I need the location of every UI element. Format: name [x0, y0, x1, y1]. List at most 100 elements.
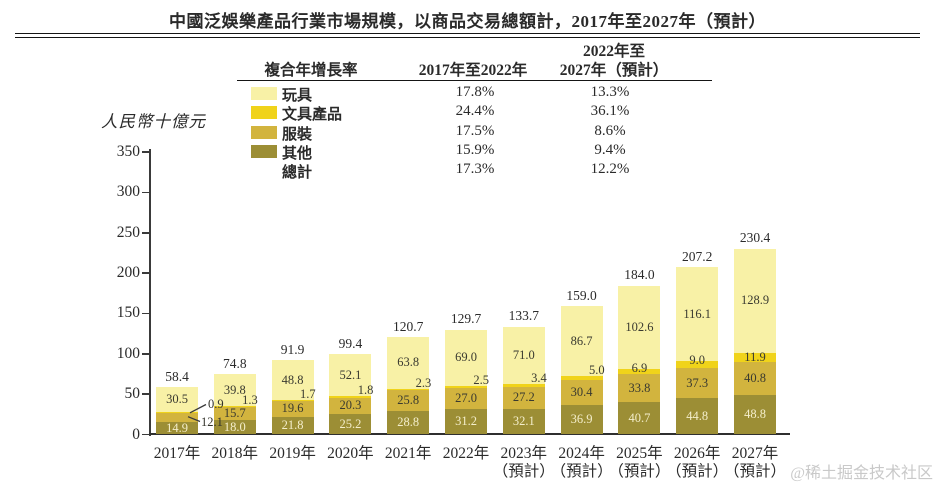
segment-文具產品-2022年: [445, 385, 487, 388]
y-tick-label-100: 100: [116, 344, 140, 362]
y-tick-mark-200: [142, 272, 150, 274]
total-label-2026年: 207.2: [682, 248, 713, 264]
segment-玩具-2026年: [676, 267, 719, 361]
legend-label-玩具: 玩具: [282, 88, 313, 104]
segment-其他-2026年: [676, 398, 719, 435]
total-label-2024年: 159.0: [566, 287, 597, 303]
value-服裝-2023年: 27.2: [512, 390, 535, 405]
segment-其他-2024年: [560, 404, 603, 435]
y-tick-label-0: 0: [132, 425, 140, 443]
segment-服裝-2025年: [618, 374, 661, 402]
value-其他-2026年: 44.8: [686, 408, 709, 423]
value-服裝-2022年: 27.0: [455, 390, 477, 405]
segment-玩具-2021年: [387, 337, 430, 389]
y-tick-label-50: 50: [124, 385, 141, 403]
y-tick-mark-350: [142, 151, 150, 153]
total-label-2020年: 99.4: [338, 335, 363, 351]
value-文具產品-2026年: 9.0: [689, 352, 705, 367]
segment-文具產品-2020年: [329, 396, 372, 398]
x-category-label-2026年: 2026年: [673, 445, 721, 462]
value-服裝-2025年: 33.8: [628, 380, 651, 395]
segment-其他-2018年: [213, 419, 256, 435]
segment-文具產品-2018年: [213, 406, 256, 408]
cagr-2022-2027-其他: 9.4%: [594, 141, 626, 158]
value-玩具-2019年: 48.8: [281, 372, 304, 387]
value-服裝-2024年: 30.4: [570, 384, 593, 399]
x-category-label-2020年: 2020年: [327, 445, 374, 462]
x-category-label-2025年: 2025年: [616, 445, 663, 462]
cagr-2017-2022-服裝: 17.5%: [455, 122, 495, 139]
value-服裝-2027年: 40.8: [744, 371, 766, 386]
y-tick-label-350: 350: [116, 143, 140, 160]
total-label-2027年: 230.4: [739, 230, 771, 246]
cagr-2022-2027-文具產品: 36.1%: [590, 103, 630, 120]
segment-服裝-2017年: [156, 412, 198, 423]
x-forecast-label-2024年: （預計）: [550, 463, 613, 480]
cagr-header-period2-line1: 2022年至: [582, 43, 645, 60]
segment-玩具-2027年: [734, 248, 776, 353]
segment-其他-2023年: [502, 408, 545, 435]
segment-文具產品-2023年: [502, 383, 545, 387]
total-label-2018年: 74.8: [222, 355, 247, 371]
x-category-label-2018年: 2018年: [211, 445, 259, 462]
cagr-header-period1: 2017年至2022年: [418, 62, 528, 79]
value-玩具-2024年: 86.7: [570, 333, 593, 348]
y-tick-label-250: 250: [116, 223, 140, 241]
total-label-2022年: 129.7: [450, 311, 482, 327]
segment-其他-2021年: [387, 411, 430, 435]
value-其他-2021年: 28.8: [397, 415, 420, 430]
total-label-2017年: 58.4: [165, 368, 189, 384]
value-服裝-2019年: 19.6: [281, 401, 304, 416]
segment-其他-2017年: [156, 422, 198, 435]
segment-其他-2020年: [329, 414, 372, 435]
value-其他-2017年: 14.9: [166, 420, 188, 435]
value-其他-2022年: 31.2: [455, 414, 477, 429]
y-axis-unit-label: 人民幣十億元: [101, 112, 206, 131]
value-文具產品-2025年: 6.9: [631, 360, 648, 375]
segment-文具產品-2027年: [734, 352, 776, 363]
value-文具產品-2027年: 11.9: [744, 349, 766, 364]
y-tick-mark-150: [142, 312, 150, 315]
value-玩具-2023年: 71.0: [512, 347, 535, 362]
segment-文具產品-2024年: [560, 376, 603, 381]
value-玩具-2027年: 128.9: [740, 293, 770, 308]
value-其他-2024年: 36.9: [570, 412, 593, 427]
cagr-header-period2-line2: 2027年（預計）: [559, 62, 669, 79]
cagr-2022-2027-總計: 12.2%: [590, 161, 630, 178]
segment-文具產品-2019年: [271, 399, 314, 402]
x-category-label-2024年: 2024年: [558, 445, 605, 462]
legend-label-文具產品: 文具產品: [282, 107, 343, 124]
value-其他-2020年: 25.2: [339, 416, 362, 431]
y-tick-label-150: 150: [116, 304, 140, 322]
value-玩具-2017年: 30.5: [166, 392, 188, 407]
value-文具產品-2022年: 2.5: [473, 372, 489, 387]
title-divider: [15, 33, 920, 38]
segment-服裝-2024年: [560, 380, 603, 405]
x-category-label-2023年: 2023年: [500, 445, 548, 462]
value-其他-2023年: 32.1: [512, 414, 535, 429]
segment-玩具-2023年: [502, 326, 545, 384]
value-文具產品-2020年: 1.8: [357, 383, 374, 398]
segment-其他-2025年: [618, 401, 661, 435]
annotation-服裝-2017年: 12.1: [201, 414, 223, 429]
y-tick-mark-250: [142, 231, 150, 234]
value-玩具-2025年: 102.6: [625, 319, 654, 334]
annotation-文具產品-2017年: 0.9: [208, 396, 224, 411]
x-category-label-2021年: 2021年: [384, 445, 432, 462]
chart-title: 中國泛娛樂產品行業市場規模，以商品交易總額計，2017年至2027年（預計）: [169, 12, 766, 31]
value-服裝-2026年: 37.3: [686, 375, 709, 390]
cagr-2022-2027-玩具: 13.3%: [590, 84, 630, 100]
total-label-2025年: 184.0: [624, 267, 655, 283]
cagr-header-label: 複合年增長率: [264, 62, 358, 79]
cagr-2017-2022-其他: 15.9%: [455, 141, 495, 158]
segment-文具產品-2025年: [618, 368, 661, 375]
x-forecast-label-2025年: （預計）: [608, 463, 671, 480]
value-服裝-2021年: 25.8: [397, 393, 420, 408]
x-category-label-2027年: 2027年: [731, 445, 779, 462]
y-tick-mark-300: [142, 191, 150, 194]
total-label-2019年: 91.9: [280, 341, 305, 357]
value-其他-2025年: 40.7: [628, 410, 651, 425]
x-category-label-2022年: 2022年: [442, 445, 490, 462]
segment-服裝-2021年: [387, 390, 430, 412]
segment-其他-2019年: [271, 416, 314, 435]
